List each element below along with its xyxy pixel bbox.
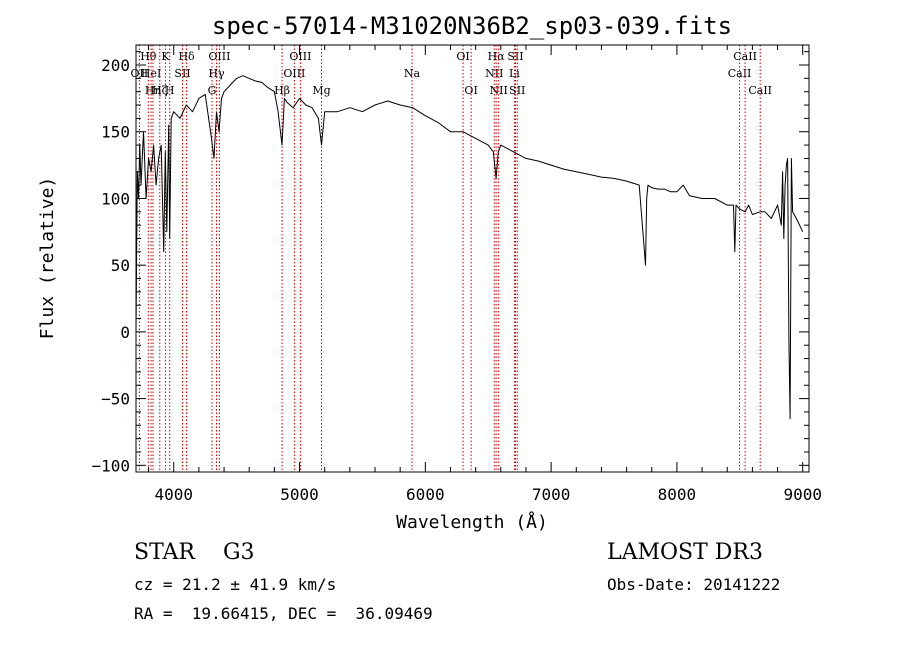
line-label-21: NII xyxy=(490,84,508,97)
spectrum-chart: spec-57014-M31020N36B2_sp03-039.fits OII… xyxy=(37,12,822,533)
redshift-readout: cz = 21.2 ± 41.9 km/s xyxy=(134,575,337,594)
y-tick-label: −50 xyxy=(101,390,130,409)
line-label-12: Hβ xyxy=(274,84,290,97)
object-class: STAR G3 xyxy=(134,540,255,565)
plot-frame xyxy=(135,44,810,473)
y-tick-label: 100 xyxy=(101,189,130,208)
line-label-27: CaII xyxy=(748,84,772,97)
line-label-6: H xyxy=(165,84,175,97)
line-label-4: Hζ xyxy=(152,84,168,97)
obs-date: Obs-Date: 20141222 xyxy=(607,575,781,594)
chart-title: spec-57014-M31020N36B2_sp03-039.fits xyxy=(212,12,732,40)
x-tick-label: 5000 xyxy=(280,485,319,504)
x-tick-label: 7000 xyxy=(532,485,571,504)
line-label-8: Hδ xyxy=(178,50,195,63)
line-label-11: OIII xyxy=(208,50,230,63)
y-tick-label: −100 xyxy=(91,456,130,475)
line-label-13: OIII xyxy=(283,67,305,80)
y-tick-label: 50 xyxy=(111,256,130,275)
line-label-2: HeI xyxy=(141,67,161,80)
plot-layer xyxy=(135,75,804,420)
axis-ticks: 4000 5000 6000 7000 8000 9000 −100 −50 0 50 100 150… xyxy=(91,45,822,504)
line-label-16: Na xyxy=(404,67,421,80)
x-tick-label: 6000 xyxy=(406,485,445,504)
line-label-1: Hθ xyxy=(140,50,157,63)
x-axis-label: Wavelength (Å) xyxy=(396,511,548,533)
line-label-26: CaII xyxy=(733,50,757,63)
coordinates: RA = 19.66415, DEC = 36.09469 xyxy=(134,604,433,623)
line-label-18: OI xyxy=(464,84,477,97)
line-label-3: Hη xyxy=(145,84,161,97)
x-tick-label: 4000 xyxy=(154,485,193,504)
y-tick-label: 0 xyxy=(120,323,130,342)
line-label-19: NII xyxy=(485,67,503,80)
line-label-23: SII xyxy=(507,50,523,63)
line-label-10: Hγ xyxy=(208,67,225,80)
line-label-25: CaII xyxy=(728,67,752,80)
survey-name: LAMOST DR3 xyxy=(607,540,763,565)
spectrum-line-0 xyxy=(135,75,804,420)
line-label-20: Hα xyxy=(488,50,506,63)
line-label-5: K xyxy=(161,50,170,63)
x-tick-label: 9000 xyxy=(783,485,822,504)
line-label-9: G xyxy=(208,84,217,97)
y-tick-label: 200 xyxy=(101,56,130,75)
line-label-24: SII xyxy=(509,84,525,97)
line-label-7: SII xyxy=(174,67,190,80)
line-label-15: Mg xyxy=(312,84,330,97)
line-label-14: OIII xyxy=(289,50,311,63)
line-label-17: OI xyxy=(456,50,469,63)
line-label-0: OII xyxy=(131,67,149,80)
y-tick-label: 150 xyxy=(101,123,130,142)
y-axis-label: Flux (relative) xyxy=(37,177,58,340)
line-label-22: Li xyxy=(509,67,520,80)
x-tick-label: 8000 xyxy=(658,485,697,504)
